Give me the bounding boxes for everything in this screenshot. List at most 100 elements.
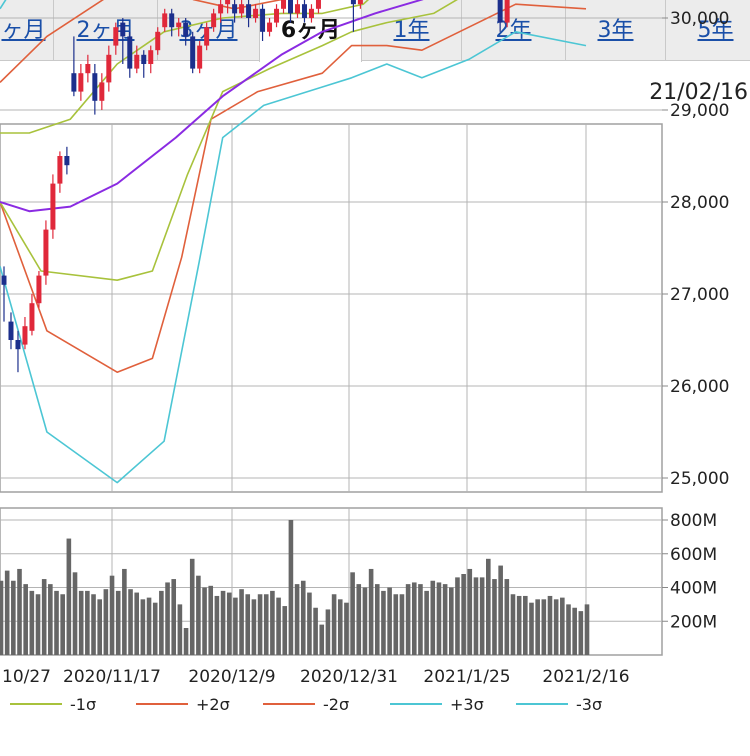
volume-bar: [331, 594, 337, 655]
volume-bar: [436, 582, 442, 655]
volume-bar: [553, 599, 559, 655]
candle-body: [169, 13, 175, 28]
volume-bar: [288, 520, 294, 655]
volume-bar: [442, 584, 448, 655]
volume-bar: [48, 584, 53, 655]
volume-tick-label: 200M: [670, 612, 717, 632]
volume-bar: [23, 584, 28, 655]
volume-bar: [393, 594, 399, 655]
candle-body: [350, 0, 356, 5]
candle-body: [281, 0, 287, 9]
candle-body: [113, 27, 119, 46]
candle-body: [8, 321, 14, 340]
legend-plus-2-sigma-label: +2σ: [196, 695, 230, 714]
price-tick-label: 30,000: [670, 9, 729, 29]
x-axis-date-label: 10/27: [2, 667, 51, 687]
candle-body: [267, 22, 273, 32]
volume-bar: [424, 590, 429, 655]
volume-bar: [152, 602, 158, 655]
volume-bar: [208, 585, 214, 655]
volume-bar: [109, 575, 115, 655]
volume-bar: [66, 538, 72, 655]
volume-bar: [276, 597, 281, 655]
volume-bar: [72, 572, 78, 655]
volume-bar: [356, 584, 362, 655]
candle-body: [204, 27, 210, 46]
candle-body: [260, 8, 266, 32]
price-tick-label: 26,000: [670, 377, 729, 397]
volume-bar: [399, 594, 405, 655]
candle-body: [197, 45, 203, 69]
legend-minus-3-sigma-label: -3σ: [576, 695, 602, 714]
volume-bar: [97, 599, 102, 655]
candle-body: [190, 36, 196, 69]
candle-body: [301, 4, 307, 18]
candle-body: [127, 36, 133, 69]
candle-body: [64, 156, 70, 166]
price-tick-label: 29,000: [670, 101, 729, 121]
candle-body: [218, 4, 224, 14]
candle-body: [57, 156, 63, 184]
legend-plus-3-sigma-label: +3σ: [450, 695, 484, 714]
price-tick-label: 28,000: [670, 193, 729, 213]
volume-bar: [344, 602, 349, 655]
candle-body: [99, 82, 105, 101]
volume-bar: [165, 582, 170, 655]
volume-bar: [177, 604, 183, 655]
candle-body: [141, 54, 147, 64]
volume-bar: [455, 577, 460, 655]
volume-bar: [251, 599, 257, 655]
volume-bar: [226, 592, 232, 655]
volume-bar: [387, 587, 392, 655]
volume-panel-frame: [0, 507, 663, 656]
volume-bar: [300, 580, 306, 655]
volume-bar: [307, 592, 312, 655]
volume-bar: [504, 579, 510, 655]
candle-body: [85, 64, 91, 74]
volume-bar: [140, 599, 146, 655]
volume-bar: [486, 558, 491, 655]
volume-bar: [115, 590, 121, 655]
x-axis-date-label: 2021/1/25: [423, 667, 510, 687]
tab-3-years[interactable]: 3年: [566, 0, 666, 60]
candle-body: [162, 13, 168, 28]
candle-body: [308, 8, 314, 18]
candle-body: [43, 229, 49, 276]
x-axis-date-label: 2021/2/16: [542, 667, 629, 687]
candle-body: [1, 275, 7, 285]
volume-bar: [510, 594, 516, 655]
volume-bar: [566, 604, 571, 655]
volume-bar: [78, 590, 84, 655]
volume-bar: [183, 628, 189, 655]
volume-bar: [572, 607, 577, 655]
volume-bar: [294, 584, 300, 655]
legend-minus-1-sigma-label: -1σ: [70, 695, 96, 714]
volume-bar: [196, 575, 201, 655]
minus-3-sigma-line: [0, 30, 587, 484]
volume-bar: [584, 604, 590, 655]
x-axis-date-label: 2020/12/9: [188, 667, 275, 687]
volume-bar: [41, 579, 47, 655]
candle-body: [106, 54, 112, 83]
candle-body: [497, 0, 503, 23]
volume-bar: [473, 577, 479, 655]
volume-bar: [134, 592, 140, 655]
candle-body: [315, 0, 321, 9]
volume-bar: [337, 599, 343, 655]
volume-bar: [498, 565, 503, 655]
tab-5-years[interactable]: 5年: [666, 0, 750, 60]
volume-bar: [523, 595, 528, 655]
volume-bar: [535, 599, 540, 655]
volume-bar: [516, 595, 522, 655]
volume-bar: [541, 599, 547, 655]
candle-body: [288, 0, 294, 14]
tab-1-month[interactable]: ヶ月: [0, 0, 54, 60]
volume-bar: [430, 580, 436, 655]
candle-body: [239, 4, 245, 14]
chart-date: 21/02/16: [649, 80, 748, 105]
volume-bar: [103, 589, 109, 655]
candle-body: [71, 73, 77, 92]
volume-bar: [11, 580, 16, 655]
volume-bar: [529, 602, 534, 655]
volume-bar: [17, 568, 22, 655]
